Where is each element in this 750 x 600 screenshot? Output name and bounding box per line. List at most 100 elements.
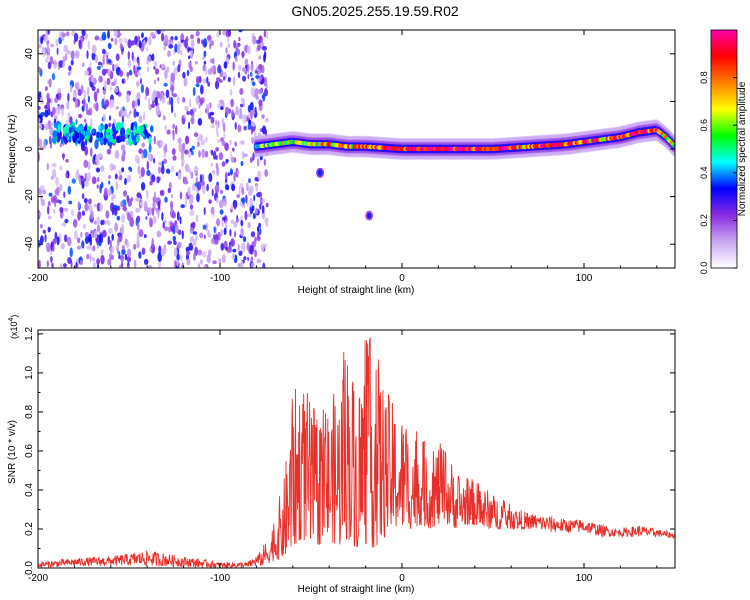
noise-blob [209,43,212,50]
noise-blob [93,229,98,239]
noise-blob [124,177,127,186]
noise-blob [148,97,151,106]
noise-blob [163,82,168,87]
noise-blob [203,50,207,58]
noise-blob [141,182,146,191]
noise-blob [86,253,90,260]
noise-blob [153,90,158,96]
noise-blob [133,259,137,268]
noise-blob [183,180,189,185]
noise-blob [135,207,139,213]
noise-blob [94,54,98,64]
noise-blob [165,89,170,98]
noise-blob [265,84,268,89]
noise-blob [125,93,130,103]
noise-blob [84,179,90,187]
noise-blob [244,64,248,69]
noise-band-blob [56,129,62,140]
noise-blob [108,252,112,262]
noise-blob [205,67,208,76]
noise-band-blob [64,136,68,145]
noise-blob [181,230,184,240]
noise-blob [255,207,259,215]
noise-blob [170,194,174,199]
noise-blob [190,34,194,40]
snr-panel: -200 -100 0 100 0.0 0.2 0.4 0.6 0.8 1.0 1.2 Height… [7,315,676,595]
noise-blob [197,249,203,256]
noise-blob [135,80,140,87]
noise-blob [38,259,41,268]
noise-blob [257,44,261,51]
noise-blob [51,168,57,179]
noise-blob [126,264,130,268]
noise-blob [62,263,67,268]
noise-blob [182,71,186,79]
noise-blob [242,67,245,72]
noise-blob [206,106,210,115]
noise-blob [101,31,107,41]
noise-blob [46,162,49,171]
noise-blob [179,216,182,225]
noise-blob [158,261,162,268]
noise-blob [214,184,220,193]
noise-blob [216,139,222,143]
noise-blob [174,36,178,41]
noise-blob [58,184,63,191]
noise-blob [85,103,89,111]
noise-blob [104,99,110,108]
noise-blob [162,221,165,229]
noise-blob [199,174,203,183]
noise-blob [247,73,250,80]
noise-blob [98,61,102,66]
noise-blob [203,234,206,239]
noise-blob [139,201,144,207]
noise-blob [45,86,48,91]
noise-blob [247,221,251,229]
noise-blob [210,66,213,75]
noise-blob [199,98,203,106]
noise-blob [205,222,208,232]
noise-blob [131,100,136,109]
noise-blob [184,149,189,155]
noise-blob [229,139,233,146]
noise-blob [39,185,45,191]
noise-blob [156,176,160,184]
noise-blob [76,245,82,250]
noise-blob [232,248,237,253]
noise-blob [234,141,237,148]
noise-blob [124,253,128,261]
noise-blob [50,255,53,263]
noise-blob [191,145,195,150]
noise-blob [110,202,115,212]
noise-blob [177,241,182,249]
noise-blob [194,182,199,187]
noise-blob [230,88,233,96]
noise-blob [203,207,206,216]
noise-blob [151,174,156,183]
noise-blob [126,256,132,263]
spectrogram-ylabel: Frequency (Hz) [7,115,18,184]
noise-blob [232,147,235,152]
noise-blob [77,211,82,220]
noise-band-blob [57,124,61,133]
noise-blob [186,110,191,116]
noise-blob [163,45,167,51]
noise-blob [123,37,128,44]
noise-blob [75,118,78,125]
noise-blob [207,81,210,87]
noise-blob [121,51,124,55]
noise-blob [154,96,158,106]
noise-blob [204,264,208,268]
noise-blob [52,106,56,116]
noise-blob [241,151,245,159]
noise-blob [177,137,182,144]
noise-blob [72,219,78,228]
noise-blob [224,171,228,181]
noise-blob [97,176,100,183]
noise-blob [184,163,190,173]
noise-blob [185,250,191,256]
noise-blob [249,157,253,163]
colorbar-tick-label: 0.0 [699,262,709,275]
colorbar-tick-label: 0.2 [699,214,709,227]
noise-blob [96,264,100,268]
